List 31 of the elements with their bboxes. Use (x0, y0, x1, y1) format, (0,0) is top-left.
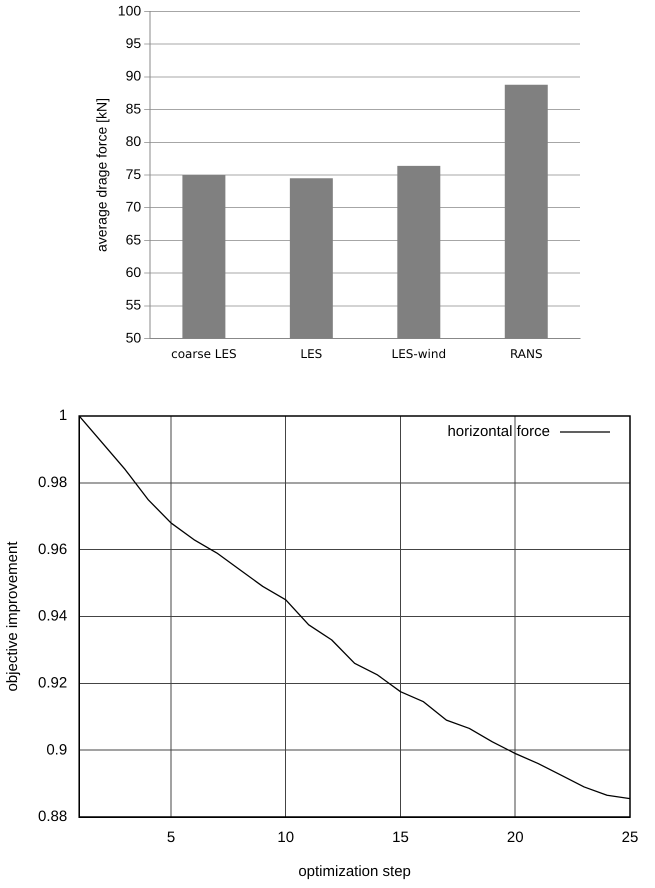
y-tick-label: 90 (126, 68, 142, 84)
y-tick-label: 50 (126, 329, 142, 346)
x-tick-label: 15 (392, 829, 409, 846)
x-tick-label: 10 (277, 829, 294, 846)
y-tick-label: 0.96 (38, 540, 68, 558)
x-tick-label: 25 (622, 829, 638, 846)
y-tick-label: 55 (126, 296, 142, 313)
y-tick-label: 0.98 (38, 474, 68, 491)
x-tick-label: LES-wind (392, 346, 446, 361)
y-tick-label: 100 (118, 2, 142, 18)
legend-label: horizontal force (447, 423, 550, 440)
y-tick-label: 60 (126, 264, 142, 280)
y-tick-label: 0.94 (38, 608, 68, 625)
y-tick-label: 0.9 (46, 741, 68, 758)
x-axis-title: optimization step (298, 863, 411, 880)
y-tick-label: 80 (126, 133, 142, 150)
x-tick-label: coarse LES (171, 346, 237, 361)
x-tick-label: LES (300, 346, 322, 361)
x-tick-label: RANS (510, 346, 543, 361)
y-tick-label: 65 (126, 231, 142, 248)
y-tick-label: 85 (126, 100, 142, 116)
y-tick-label: 1 (58, 407, 68, 424)
y-axis-title: objective improvement (4, 540, 22, 692)
y-tick-label: 75 (126, 166, 142, 182)
x-tick-label: 5 (166, 829, 176, 846)
y-tick-label: 95 (126, 34, 142, 51)
y-tick-label: 70 (126, 198, 142, 215)
x-tick-label: 20 (506, 829, 524, 846)
y-tick-label: 0.88 (38, 808, 68, 826)
y-axis-title: average drage force [kN] (93, 98, 110, 252)
y-tick-label: 0.92 (38, 674, 68, 692)
